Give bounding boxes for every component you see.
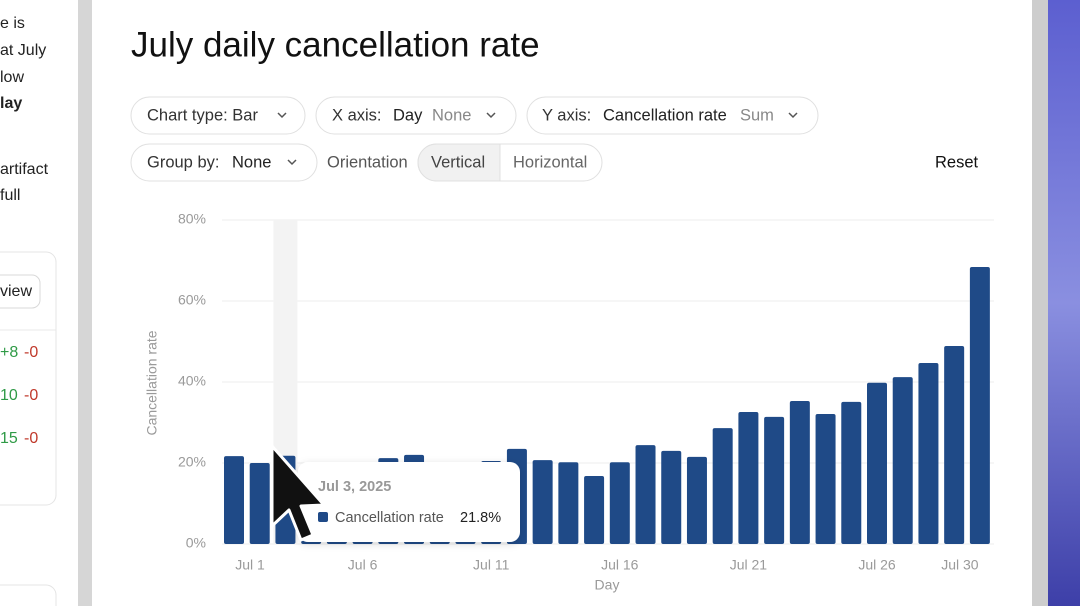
bar [584,475,605,544]
desktop-background [1048,0,1080,606]
y-tick-label: 80% [178,211,206,227]
chevron [287,159,297,166]
chart-title: July daily cancellation rate [131,25,540,64]
tooltip-box [298,462,520,542]
y-tick-label: 40% [178,373,206,389]
y-axis-title: Cancellation rate [144,330,160,435]
vertical-option[interactable] [417,143,501,182]
diff-added: 10 [0,387,18,404]
bar [686,456,707,544]
x-tick-label: Jul 11 [473,557,510,573]
frame [1032,0,1048,606]
side-text: at July [0,42,46,59]
y-axis-select[interactable] [526,96,819,135]
chart-type-label: Chart type: Bar [147,106,258,124]
bar [249,463,270,544]
x-axis-label: X axis: [332,106,382,124]
bar [712,428,733,544]
diff-removed: -0 [24,387,38,404]
group-by-select[interactable] [130,143,318,182]
x-axis-select[interactable] [315,96,517,135]
x-axis-title: Day [595,577,620,593]
side-text: artifact [0,161,49,178]
group-by-value: None [232,153,271,171]
side-card [0,584,57,606]
side-text: lay [0,95,22,112]
bar [944,345,965,544]
diff-added: +8 [0,344,18,361]
x-tick-label: Jul 6 [348,557,378,573]
group-by-label: Group by: [147,153,219,171]
bar [609,462,630,544]
x-tick-label: Jul 1 [235,557,265,573]
bar [224,456,244,544]
tooltip-value: 21.8% [460,510,501,526]
vertical-label: Vertical [431,153,485,171]
bar [532,460,553,544]
diff-removed: -0 [24,430,38,447]
x-tick-label: Jul 26 [858,557,896,573]
bar [789,401,810,544]
bar [764,416,785,544]
bar [738,411,759,544]
x-axis-field: Day [393,106,423,124]
bar [558,462,579,544]
bar [867,382,887,544]
y-tick-label: 60% [178,292,206,308]
frame [78,0,92,606]
reset-button[interactable]: Reset [935,153,979,171]
orientation-label: Orientation [327,153,408,171]
bar [969,266,990,544]
diff-removed: -0 [24,344,38,361]
tooltip-swatch [318,512,328,522]
side-text: full [0,187,20,204]
y-axis-agg: Sum [740,106,774,124]
x-axis-agg: None [432,106,471,124]
tooltip: Jul 3, 2025 Cancellation rate 21.8% [298,462,520,542]
tooltip-label: Cancellation rate [335,510,444,526]
bar [661,450,682,544]
x-tick-label: Jul 21 [730,557,768,573]
y-tick-label: 0% [186,535,206,551]
view-button[interactable] [0,274,41,309]
y-axis-label: Y axis: [542,106,591,124]
diff-added: 15 [0,430,18,447]
chart-type-select[interactable] [130,96,306,135]
x-tick-label: Jul 30 [941,557,979,573]
bar [918,362,939,544]
side-card [0,251,57,506]
bar [635,445,656,544]
mouse-cursor [270,444,326,542]
bar [892,377,913,544]
chevron [277,112,287,119]
x-tick-label: Jul 16 [601,557,639,573]
bar [841,401,862,544]
chevron [788,112,798,119]
side-text: e is [0,15,25,32]
bar [815,413,836,544]
y-axis-field: Cancellation rate [603,106,727,124]
side-text: low [0,69,24,86]
horizontal-label: Horizontal [513,153,587,171]
tooltip-title: Jul 3, 2025 [318,479,391,495]
y-tick-label: 20% [178,454,206,470]
view-button-label: view [0,283,32,300]
chevron [486,112,496,119]
